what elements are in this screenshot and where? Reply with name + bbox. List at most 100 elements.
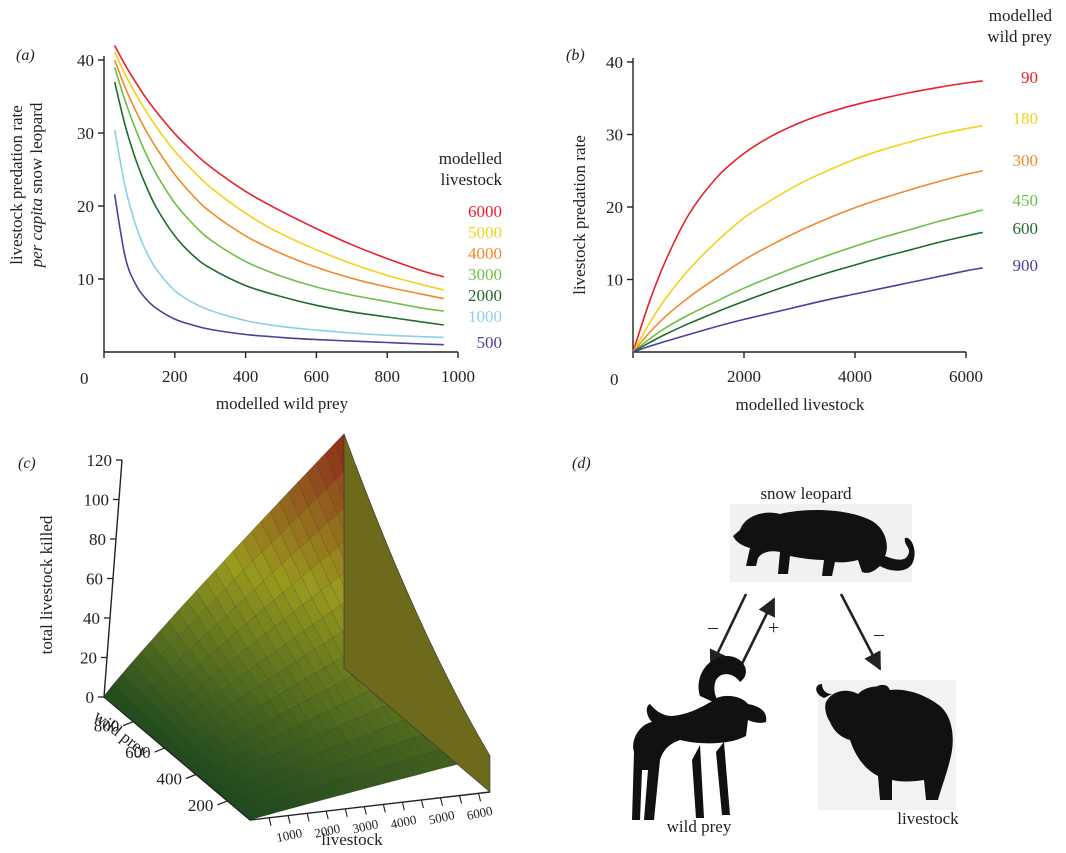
panel-c-axes: 0 20 40 60 80 100 120 800 600 400 200 1000 2000 3000 4…: [80, 451, 494, 845]
pb-legend-entry-90: 90: [1021, 68, 1038, 87]
pa-x-tick-label: 800: [374, 367, 400, 386]
livestock-tick: [306, 813, 310, 822]
livestock-tick: [344, 808, 348, 818]
pb-series-line-900: [632, 267, 983, 353]
pa-legend-entry-6000: 6000: [468, 202, 502, 221]
pa-y-tick-label: 10: [77, 270, 94, 289]
panel-d-label: (d): [572, 455, 591, 472]
livestock-tick: [420, 799, 424, 809]
livestock-tick-label: 2000: [313, 821, 342, 841]
pa-legend-entry-500: 500: [477, 333, 503, 352]
panel-a-ylabel-line1: livestock predation rate: [7, 105, 26, 265]
pa-legend-entry-4000: 4000: [468, 244, 502, 263]
pb-series-line-180: [632, 125, 983, 353]
panel-b-legend-title-1: modelled: [989, 6, 1053, 25]
snow-leopard-icon: [730, 504, 915, 582]
panel-a-axes: 10 20 30 40 200 400 600 800 1000: [77, 51, 475, 386]
panel-a-ylabel-italic: per capita: [27, 198, 46, 268]
panel-c-surface: [103, 433, 491, 821]
panel-a-origin-label: 0: [80, 369, 89, 388]
pb-series-line-300: [632, 170, 983, 353]
sign-plus-leopard: +: [768, 617, 779, 639]
wild-prey-tick-label: 800: [94, 717, 120, 736]
livestock-tick-label: 4000: [389, 812, 418, 832]
z-tick-label: 20: [80, 649, 97, 668]
livestock-tick-label: 3000: [351, 816, 380, 836]
livestock-tick: [478, 793, 482, 802]
pa-x-tick-label: 600: [304, 367, 330, 386]
wild-prey-tick-label: 200: [188, 796, 214, 815]
panel-b-legend-title-2: wild prey: [987, 27, 1052, 46]
pa-y-tick-label: 20: [77, 197, 94, 216]
panel-b-ylabel: livestock predation rate: [570, 135, 589, 295]
livestock-axis-line: [249, 791, 491, 821]
pa-y-tick-label: 40: [77, 51, 94, 70]
panel-c: (c) total livestock killed 0 20 40 60 80 100 1…: [18, 433, 494, 849]
ibex-icon: [632, 656, 767, 820]
pa-series-line-1000: [113, 129, 444, 339]
z-tick-label: 40: [83, 609, 100, 628]
pa-series-line-2000: [113, 81, 444, 326]
panel-c-label: (c): [18, 455, 36, 472]
panel-c-zlabel: total livestock killed: [37, 515, 56, 654]
arrow-leopard-to-livestock: [839, 593, 882, 671]
z-tick-label: 120: [87, 451, 113, 470]
pa-x-tick-label: 400: [233, 367, 259, 386]
pb-x-tick-label: 6000: [949, 367, 983, 386]
livestock-tick-label: 5000: [427, 807, 456, 827]
pb-x-tick-label: 2000: [727, 367, 761, 386]
z-tick-label: 80: [89, 530, 106, 549]
pb-y-tick-label: 20: [606, 198, 623, 217]
panel-b-label: (b): [566, 47, 585, 64]
panel-b: (b) livestock predation rate 10 20 30 40 200…: [566, 6, 1052, 414]
panel-a-legend: 6000 5000 4000 3000 2000 1000 500: [468, 202, 502, 352]
pb-legend-entry-450: 450: [1013, 191, 1039, 210]
pb-legend-entry-600: 600: [1013, 219, 1039, 238]
surface-side-wall: [343, 433, 491, 793]
livestock-tick: [458, 795, 463, 804]
wild-prey-label: wild prey: [667, 817, 732, 836]
pa-series-line-3000: [113, 67, 444, 312]
livestock-tick: [287, 815, 291, 824]
pa-series-line-500: [113, 194, 444, 346]
pa-series-line-4000: [113, 59, 444, 300]
arrow-leopard-to-wild-prey: [709, 593, 748, 669]
panel-a-ylabel-rest: snow leopard: [27, 102, 46, 198]
wild-prey-tick-label: 400: [156, 769, 182, 788]
pb-x-tick-label: 4000: [838, 367, 872, 386]
wild-prey-tick-label: 600: [125, 743, 151, 762]
sign-minus-livestock: –: [873, 623, 885, 645]
panel-a-legend-title-2: livestock: [441, 170, 503, 189]
pa-legend-entry-3000: 3000: [468, 265, 502, 284]
panel-a-label: (a): [16, 47, 35, 64]
livestock-tick-label: 1000: [275, 825, 304, 845]
pb-legend-entry-900: 900: [1013, 256, 1039, 275]
pa-y-tick-label: 30: [77, 124, 94, 143]
z-tick-label: 100: [84, 491, 110, 510]
wild-prey-tick: [185, 773, 197, 780]
livestock-tick: [382, 804, 386, 813]
pb-y-tick-label: 40: [606, 53, 623, 72]
pb-y-tick-label: 10: [606, 271, 623, 290]
wild-prey-tick: [217, 800, 228, 806]
snow-leopard-label: snow leopard: [760, 484, 852, 503]
livestock-tick: [401, 802, 405, 811]
sign-minus-prey: –: [707, 616, 719, 638]
panel-d: (d) snow leopard – + – wild prey livesto…: [572, 455, 959, 836]
z-tick-label: 60: [86, 570, 103, 589]
panel-a-ylabel-line2: per capita snow leopard: [27, 102, 46, 268]
livestock-tick-label: 6000: [465, 803, 494, 823]
z-tick-label: 0: [86, 688, 95, 707]
panel-b-xlabel: modelled livestock: [736, 395, 865, 414]
wild-prey-tick: [122, 720, 134, 727]
pb-series-line-600: [632, 231, 983, 353]
wild-prey-tick: [154, 747, 165, 753]
pa-series-line-5000: [113, 51, 444, 291]
panel-b-series-lines: [632, 80, 983, 353]
panel-c-xlabel: livestock: [321, 830, 383, 849]
pb-series-line-90: [632, 80, 983, 353]
pb-y-tick-label: 30: [606, 126, 623, 145]
pa-legend-entry-1000: 1000: [468, 307, 502, 326]
livestock-tick: [439, 797, 444, 806]
